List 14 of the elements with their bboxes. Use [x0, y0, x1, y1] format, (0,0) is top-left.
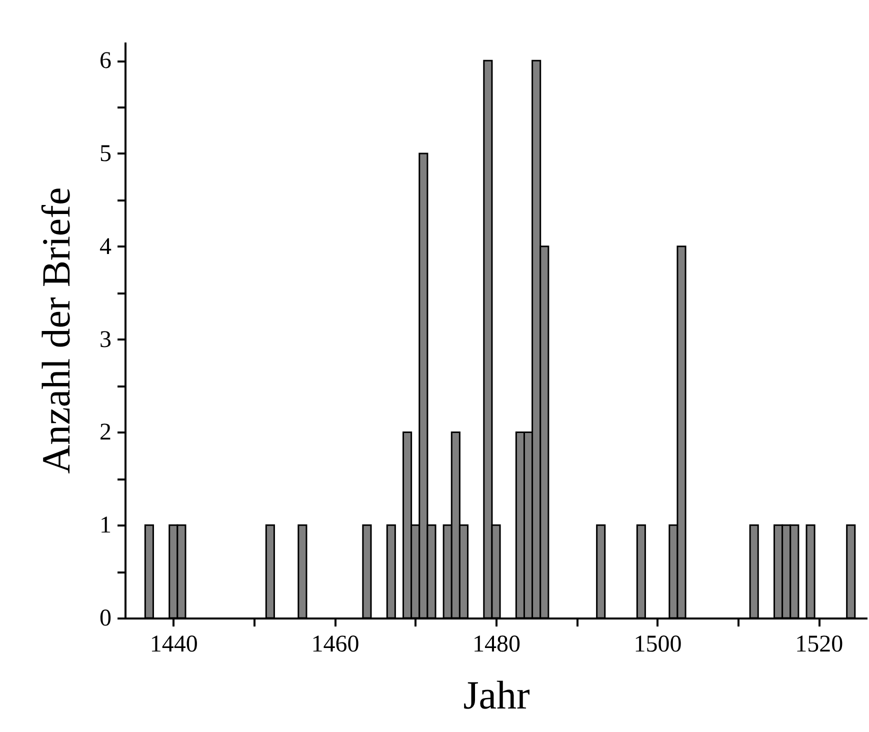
y-tick-label: 6 — [100, 48, 112, 74]
y-tick-label: 4 — [100, 234, 112, 260]
y-tick-label: 0 — [100, 606, 112, 632]
y-tick-label: 1 — [100, 512, 112, 539]
x-axis-title: Jahr — [463, 672, 530, 718]
x-tick-label: 1480 — [472, 632, 520, 658]
x-tick-label: 1460 — [311, 632, 360, 658]
y-tick-label: 2 — [100, 420, 112, 446]
x-tick-label: 1520 — [795, 632, 844, 658]
y-tick-label: 3 — [100, 326, 112, 353]
x-tick-label: 1440 — [150, 632, 198, 658]
y-tick-label: 5 — [100, 140, 112, 167]
x-tick-label: 1500 — [634, 632, 682, 658]
y-axis-title: Anzahl der Briefe — [34, 187, 78, 474]
